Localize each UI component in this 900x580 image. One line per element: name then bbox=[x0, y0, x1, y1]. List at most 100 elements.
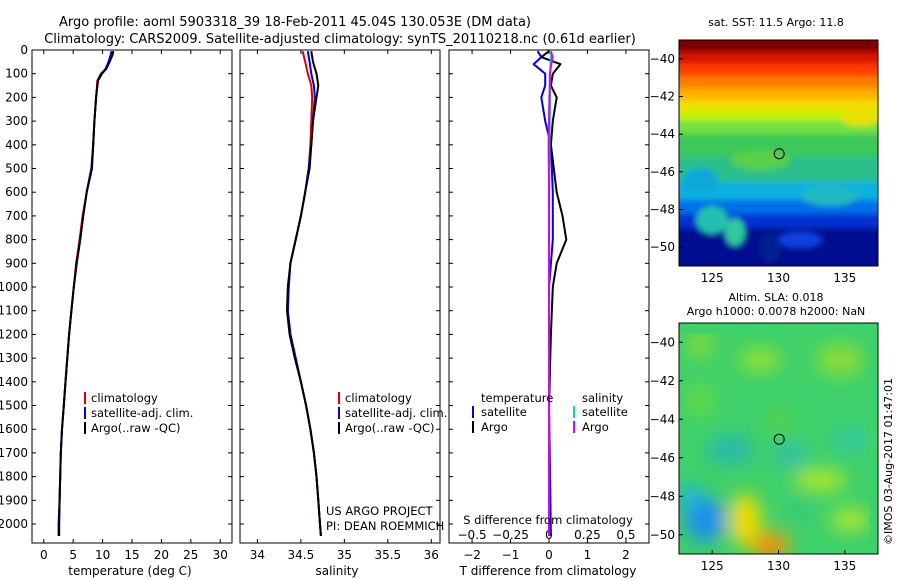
legend-climatology-label: climatology bbox=[345, 391, 412, 405]
difference-lines bbox=[532, 50, 568, 536]
map-y-tick-label: −48 bbox=[650, 203, 675, 217]
map-y-tick-label: −42 bbox=[650, 90, 675, 104]
y-tick-label: 0 bbox=[20, 43, 28, 57]
sst-map-title: sat. SST: 11.5 Argo: 11.8 bbox=[708, 16, 844, 29]
top-x-tick-label: −0.5 bbox=[458, 528, 487, 542]
map-y-tick-label: −48 bbox=[650, 489, 675, 503]
x-tick-label: −1 bbox=[502, 548, 520, 562]
legend-s-satellite-label: satellite bbox=[582, 405, 628, 419]
y-tick-label: 1500 bbox=[0, 399, 28, 413]
series-line-s-argo bbox=[547, 50, 554, 536]
y-tick-label: 900 bbox=[5, 256, 28, 270]
sla-map-subtitle: Argo h1000: 0.0078 h2000: NaN bbox=[687, 305, 866, 318]
figure-title-line2: Climatology: CARS2009. Satellite-adjuste… bbox=[44, 32, 636, 47]
legend-climatology-label: climatology bbox=[91, 391, 158, 405]
map-y-tick-label: −46 bbox=[650, 451, 675, 465]
salinity-ticks: 34 34.5 35 35.5 36 bbox=[240, 49, 440, 562]
x-tick-label: 0 bbox=[545, 548, 553, 562]
legend-satellite-label: satellite-adj. clim. bbox=[345, 406, 447, 420]
temperature-axes-frame bbox=[31, 49, 233, 544]
y-tick-label: 1300 bbox=[0, 351, 28, 365]
sst-map-ticks: 125 130 135 −40 −42 −44 −46 −48 −50 bbox=[650, 52, 857, 285]
map-x-tick-label: 130 bbox=[767, 559, 790, 573]
legend-t-argo-label: Argo bbox=[481, 420, 508, 434]
legend-temperature-header: temperature bbox=[481, 391, 553, 405]
x-tick-label: 1 bbox=[584, 548, 592, 562]
y-tick-label: 800 bbox=[5, 233, 28, 247]
sla-map-field bbox=[679, 333, 870, 554]
legend-satellite-label: satellite-adj. clim. bbox=[91, 406, 193, 420]
y-tick-label: 1400 bbox=[0, 375, 28, 389]
map-x-tick-label: 125 bbox=[701, 559, 724, 573]
x-tick-label: 10 bbox=[95, 548, 110, 562]
x-tick-label: 5 bbox=[69, 548, 77, 562]
x-tick-label: 34.5 bbox=[288, 548, 315, 562]
temperature-xlabel: temperature (deg C) bbox=[68, 564, 191, 578]
sla-map-ticks: 125 130 135 −40 −42 −44 −46 −48 −50 bbox=[650, 335, 857, 573]
y-tick-label: 2000 bbox=[0, 517, 28, 531]
x-tick-label: 30 bbox=[213, 548, 228, 562]
x-tick-label: 36 bbox=[424, 548, 439, 562]
difference-xlabel-bottom: T difference from climatology bbox=[459, 564, 637, 578]
x-tick-label: 20 bbox=[154, 548, 169, 562]
top-x-tick-label: 0.25 bbox=[574, 528, 601, 542]
imos-credit: ©IMOS 03-Aug-2017 01:47:01 bbox=[882, 378, 895, 545]
map-y-tick-label: −44 bbox=[650, 127, 675, 141]
temperature-legend: climatology satellite-adj. clim. Argo(..… bbox=[84, 391, 193, 435]
y-tick-label: 600 bbox=[5, 185, 28, 199]
map-x-tick-label: 135 bbox=[833, 559, 856, 573]
y-tick-label: 700 bbox=[5, 209, 28, 223]
top-x-tick-label: 0.5 bbox=[616, 528, 635, 542]
y-tick-label: 1000 bbox=[0, 280, 28, 294]
float-location-marker bbox=[773, 433, 785, 445]
sla-map-panel: Altim. SLA: 0.018 Argo h1000: 0.0078 h20… bbox=[650, 291, 879, 573]
sla-map-title: Altim. SLA: 0.018 bbox=[728, 291, 823, 304]
series-line-argo bbox=[286, 51, 322, 536]
y-tick-label: 1600 bbox=[0, 422, 28, 436]
difference-axes-frame bbox=[448, 49, 650, 544]
map-x-tick-label: 135 bbox=[833, 271, 856, 285]
project-credit: US ARGO PROJECT bbox=[326, 504, 434, 518]
y-tick-label: 400 bbox=[5, 138, 28, 152]
y-tick-label: 300 bbox=[5, 114, 28, 128]
x-tick-label: 15 bbox=[124, 548, 139, 562]
map-y-tick-label: −50 bbox=[650, 528, 675, 542]
x-tick-label: −2 bbox=[463, 548, 481, 562]
map-y-tick-label: −44 bbox=[650, 412, 675, 426]
legend-salinity-header: salinity bbox=[582, 391, 623, 405]
x-tick-label: 2 bbox=[622, 548, 630, 562]
salinity-axes-frame bbox=[239, 49, 441, 544]
map-y-tick-label: −40 bbox=[650, 52, 675, 66]
salinity-xlabel: salinity bbox=[315, 564, 358, 578]
map-y-tick-label: −40 bbox=[650, 335, 675, 349]
y-tick-label: 100 bbox=[5, 67, 28, 81]
sst-map-field bbox=[679, 40, 878, 266]
legend-s-argo-label: Argo bbox=[582, 420, 609, 434]
legend-argo-label: Argo(..raw -QC) bbox=[345, 421, 435, 435]
x-tick-label: 35 bbox=[337, 548, 352, 562]
float-location-marker bbox=[773, 148, 785, 160]
difference-panel: −2 −1 0 1 2−0.5 −0.25 0 0.25 0.5 T difference fr… bbox=[448, 49, 650, 578]
map-x-tick-label: 130 bbox=[767, 271, 790, 285]
figure-title-line1: Argo profile: aoml 5903318_39 18-Feb-201… bbox=[59, 15, 531, 30]
salinity-legend: climatology satellite-adj. clim. Argo(..… bbox=[338, 391, 447, 435]
x-tick-label: 25 bbox=[183, 548, 198, 562]
legend-t-satellite-label: satellite bbox=[481, 405, 527, 419]
y-tick-label: 1200 bbox=[0, 327, 28, 341]
temperature-lines bbox=[57, 50, 115, 536]
map-y-tick-label: −46 bbox=[650, 165, 675, 179]
salinity-lines bbox=[286, 50, 322, 536]
map-y-tick-label: −42 bbox=[650, 374, 675, 388]
x-tick-label: 35.5 bbox=[374, 548, 401, 562]
salinity-panel: 34 34.5 35 35.5 36 salinity climatology sate… bbox=[239, 49, 447, 578]
y-tick-label: 1800 bbox=[0, 470, 28, 484]
x-tick-label: 0 bbox=[40, 548, 48, 562]
map-x-tick-label: 125 bbox=[701, 271, 724, 285]
y-tick-label: 500 bbox=[5, 162, 28, 176]
top-x-tick-label: −0.25 bbox=[492, 528, 529, 542]
y-tick-label: 1100 bbox=[0, 304, 28, 318]
y-tick-label: 1700 bbox=[0, 446, 28, 460]
x-tick-label: 34 bbox=[250, 548, 265, 562]
sst-map-panel: sat. SST: 11.5 Argo: 11.8 bbox=[650, 16, 879, 285]
